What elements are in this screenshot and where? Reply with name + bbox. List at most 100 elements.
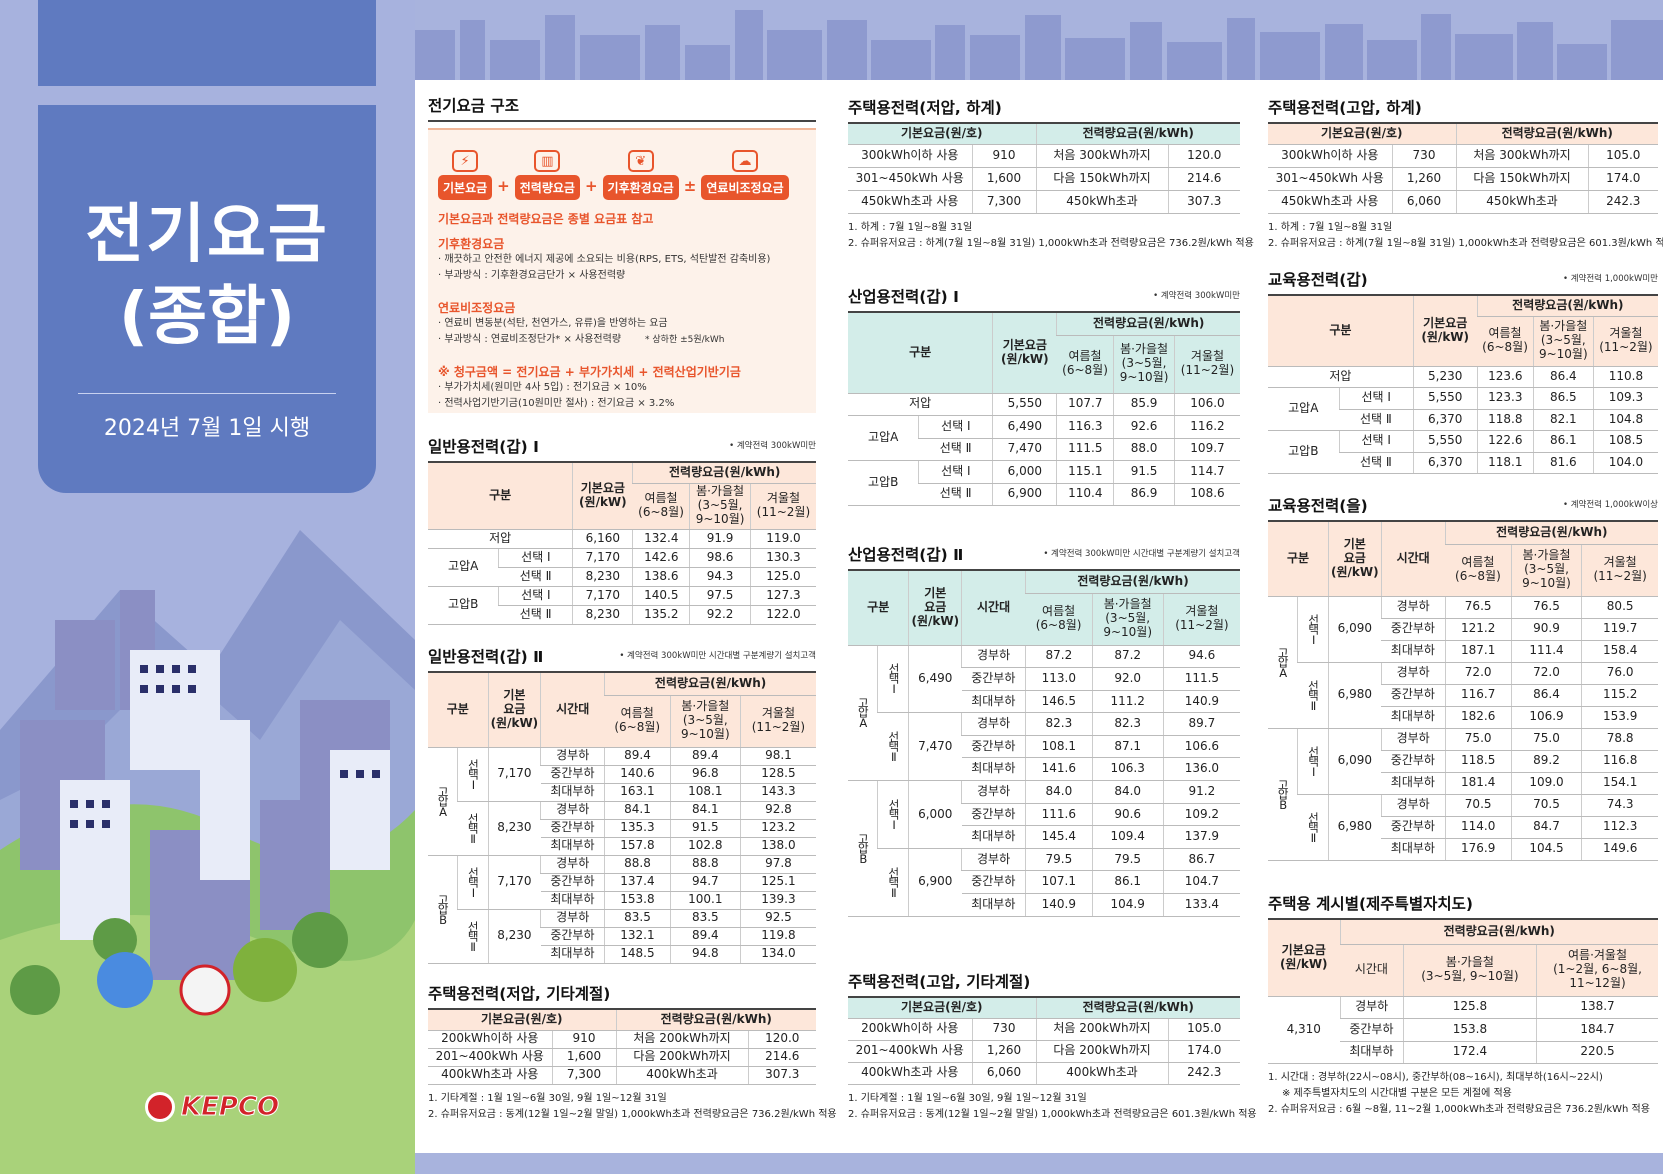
cell: 72.0 (1510, 662, 1582, 685)
cell: 104.5 (1510, 838, 1582, 861)
table-row: 선택Ⅱ 6,900 경부하 79.5 79.5 86.7 (848, 848, 1240, 917)
cell: 86.4 (1510, 684, 1582, 707)
sub-label: 선택 Ⅰ (498, 586, 573, 606)
table-row: 고압A 선택 Ⅰ 5,550 123.3 86.5 109.3 (1268, 387, 1658, 431)
cell: 74.3 (1581, 794, 1658, 817)
cell: 125.0 (749, 567, 816, 587)
table-row: 200kWh이하 사용 910 처음 200kWh까지 120.0 (428, 1030, 816, 1049)
sub-label: 선택 Ⅱ (1339, 409, 1414, 431)
lightning-icon: ⚡ (452, 150, 479, 172)
cell: 158.4 (1581, 640, 1658, 663)
ind2-title: 산업용전력(갑) Ⅱ (848, 546, 964, 564)
time-label: 최대부하 (540, 783, 605, 802)
cell: 123.2 (739, 819, 816, 838)
time-label: 최대부하 (961, 825, 1026, 849)
sub-label: 선택 Ⅱ (1339, 452, 1414, 474)
cell: 184.7 (1536, 1018, 1658, 1042)
base-cell: 8,230 (487, 801, 541, 856)
time-label: 경부하 (961, 712, 1026, 736)
cell: 118.8 (1476, 409, 1534, 431)
education-a-title: 교육용전력(갑) (1268, 271, 1368, 289)
billing-formula: ※ 청구금액 = 전기요금 + 부가가치세 + 전력산업기반기금 (438, 365, 741, 380)
note-line: 1. 하계 : 7월 1일~8월 31일 (1268, 221, 1393, 233)
col-spring-fall: 봄·가을철 (3~5월, 9~10월) (1510, 544, 1582, 597)
cell: 85.9 (1113, 393, 1175, 416)
cell: 중간부하 (1340, 1018, 1404, 1042)
base-cell: 4,310 (1268, 996, 1340, 1064)
cell: 다음 200kWh까지 (1035, 1040, 1168, 1063)
cell: 132.1 (604, 927, 671, 946)
time-label: 경부하 (540, 747, 605, 766)
table-row: 최대부하 157.8 102.8 138.0 (428, 837, 816, 856)
sub-label: 선택Ⅱ (457, 801, 489, 856)
cell: 88.0 (1113, 438, 1175, 461)
row-label: 저압 (428, 529, 573, 549)
cell: 94.8 (669, 945, 741, 964)
ind2-header: 산업용전력(갑) Ⅱ • 계약전력 300kW미만 시간대별 구분계량기 설치고객 (848, 545, 1240, 571)
resLowOther-title: 주택용전력(저압, 기타계절) (428, 985, 611, 1003)
cell: 84.1 (669, 801, 741, 820)
chip-label: 연료비조정요금 (701, 175, 789, 200)
cell: 145.4 (1025, 825, 1093, 849)
cell: 110.8 (1592, 366, 1658, 388)
col-energy: 전력량요금(원/kWh) (615, 1010, 816, 1031)
cover-panel: 전기요금 (종합) 2024년 7월 1일 시행 KEPCO (0, 0, 415, 1174)
col-division: 구분 (848, 313, 993, 394)
cell: 94.7 (669, 873, 741, 892)
cell: 116.2 (1173, 415, 1240, 439)
cell: 140.9 (1162, 690, 1240, 714)
cell: 300kWh이하 사용 (1268, 144, 1392, 168)
cell: 200kWh이하 사용 (428, 1030, 552, 1049)
cell: 139.3 (739, 891, 816, 910)
cell: 220.5 (1536, 1041, 1658, 1064)
cell: 111.2 (1091, 690, 1164, 714)
industrial-a1-title: 산업용전력(갑) Ⅰ (848, 288, 959, 306)
cell: 90.6 (1091, 803, 1164, 827)
cell: 91.9 (689, 529, 751, 549)
res-high-summer-section: 주택용전력(고압, 하계) 기본요금(원/호) 전력량요금(원/kWh) 300kWh… (1268, 98, 1663, 252)
cell: 450kWh초과 (1455, 190, 1588, 214)
table-row: 중간부하 113.0 92.0 111.5 (848, 667, 1240, 691)
note-line: 1. 기타계절 : 1월 1일~6월 30일, 9월 1일~12월 31일 (428, 1092, 667, 1104)
general-a2-section: 일반용전력(갑) Ⅱ • 계약전력 300kW미만 시간대별 구분계량기 설치고객… (428, 647, 816, 964)
cell: 92.5 (739, 909, 816, 928)
education-a-section: 교육용전력(갑) • 계약전력 1,000kW미만 구분 기본요금 (원/kW) 전력… (1268, 270, 1658, 474)
general-a1-title: 일반용전력(갑) Ⅰ (428, 438, 539, 456)
chip-energy-charge: ▥ 전력량요금 (514, 150, 580, 200)
sub-label: 선택Ⅰ (456, 747, 489, 802)
cell: 142.6 (632, 548, 690, 568)
table-row: 중간부하 132.1 89.4 119.8 (428, 927, 816, 946)
structure-note-1: 기본요금과 전력량요금은 종별 요금표 참고 (438, 212, 654, 226)
cell: 301~450kWh 사용 (848, 167, 972, 191)
chip-climate-charge: ❦ 기후환경요금 (602, 150, 679, 200)
cell: 122.6 (1476, 430, 1534, 453)
cell: 1,260 (1391, 167, 1456, 191)
resHighSummer-title: 주택용전력(고압, 하계) (1268, 99, 1422, 117)
base-cell: 6,090 (1328, 596, 1382, 663)
cell: 104.8 (1592, 409, 1658, 431)
cell: 94.3 (689, 567, 751, 587)
col-winter: 겨울철 (11~2월) (1581, 544, 1658, 597)
cell: 114.7 (1173, 460, 1240, 484)
cell: 1,260 (971, 1040, 1036, 1063)
cell: 214.6 (747, 1048, 816, 1067)
time-label: 중간부하 (1381, 750, 1446, 773)
cell: 처음 200kWh까지 (1035, 1018, 1168, 1041)
cell: 6,060 (971, 1062, 1036, 1085)
cell: 최대부하 (1340, 1041, 1404, 1064)
time-label: 중간부하 (1381, 684, 1446, 707)
time-label: 중간부하 (961, 870, 1026, 895)
general-a1-header: 일반용전력(갑) Ⅰ • 계약전력 300kW미만 (428, 437, 816, 463)
cell: 133.4 (1162, 893, 1240, 917)
chip-label: 전력량요금 (514, 175, 580, 200)
col-summer: 여름철 (6~8월) (632, 483, 690, 530)
cell: 910 (971, 144, 1036, 168)
cell: 처음 300kWh까지 (1455, 144, 1588, 168)
cell: 119.7 (1581, 618, 1658, 641)
cell: 다음 150kWh까지 (1455, 167, 1588, 191)
cell: 105.0 (1587, 144, 1658, 168)
col-time: 시간대 (1380, 522, 1446, 597)
col-winter: 겨울철 (11~2월) (739, 695, 816, 748)
cell: 87.2 (1025, 645, 1093, 669)
cell: 76.0 (1581, 662, 1658, 685)
